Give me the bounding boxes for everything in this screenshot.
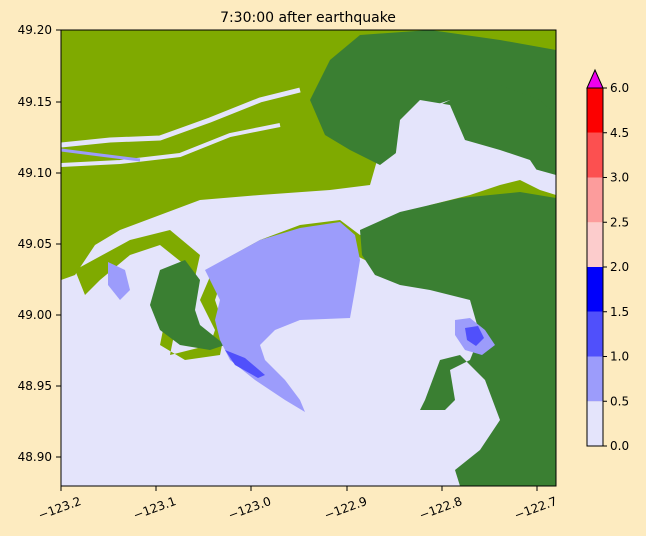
land-upland-northeast [310,30,556,165]
colorbar-bands [587,88,603,446]
x-tick-label: −123.2 [36,494,83,522]
colorbar-tick-label: 2.0 [610,260,629,274]
x-tick-label: −122.8 [417,494,464,522]
colorbar-tick-label: 1.5 [610,305,629,319]
inundation-bay-streak [225,350,265,378]
colorbar: 0.0 0.5 1.0 1.5 2.0 2.5 3.0 4.5 6.0 [586,68,629,453]
colorbar-tick-label: 0.5 [610,394,629,408]
colorbar-tick-label: 4.5 [610,126,629,140]
colorbar-band [587,222,603,267]
y-tick-label: 49.00 [18,308,52,322]
land-upland-central-east [360,192,556,486]
colorbar-band [587,311,603,357]
x-tick-label: −122.9 [322,494,369,522]
x-tick-label: −122.7 [512,494,559,522]
colorbar-band [587,177,603,223]
map-frame [60,29,557,487]
inundation-east-core [465,326,484,346]
inlet-channel [395,100,540,185]
colorbar-tick-label: 1.0 [610,350,629,364]
colorbar-band [587,132,603,178]
y-axis [56,29,61,458]
colorbar-extend-arrow [586,68,604,89]
river-channel-3 [61,148,141,162]
y-tick-label: 49.20 [18,23,52,37]
colorbar-tick-label: 3.0 [610,171,629,185]
colorbar-ticks: 0.0 0.5 1.0 1.5 2.0 2.5 3.0 4.5 6.0 [603,81,629,453]
x-tick-label: −123.0 [226,494,273,522]
y-tick-label: 49.10 [18,166,52,180]
map-title: 7:30:00 after earthquake [220,10,396,26]
y-tick-label: 48.90 [18,450,52,464]
colorbar-tick-label: 2.5 [610,215,629,229]
y-tick-label: 49.05 [18,237,52,251]
x-axis [60,486,538,491]
inundation-small-west [108,262,130,300]
colorbar-band [587,356,603,402]
x-tick-labels: −123.2 −123.1 −123.0 −122.9 −122.8 −122.… [36,494,559,522]
colorbar-tick-label: 0.0 [610,439,629,453]
colorbar-band [587,401,603,446]
river-channel [61,87,301,148]
colorbar-band [587,267,603,312]
y-tick-labels: 49.20 49.15 49.10 49.05 49.00 48.95 48.9… [18,23,52,464]
land-upland-point [150,260,225,350]
colorbar-band [587,88,603,133]
land-upland-east [430,85,556,175]
map-area [61,30,556,486]
y-tick-label: 49.15 [18,95,52,109]
colorbar-tick-label: 6.0 [610,81,629,95]
river-channel-2 [61,123,281,167]
y-tick-label: 48.95 [18,379,52,393]
x-tick-label: −123.1 [131,494,178,522]
